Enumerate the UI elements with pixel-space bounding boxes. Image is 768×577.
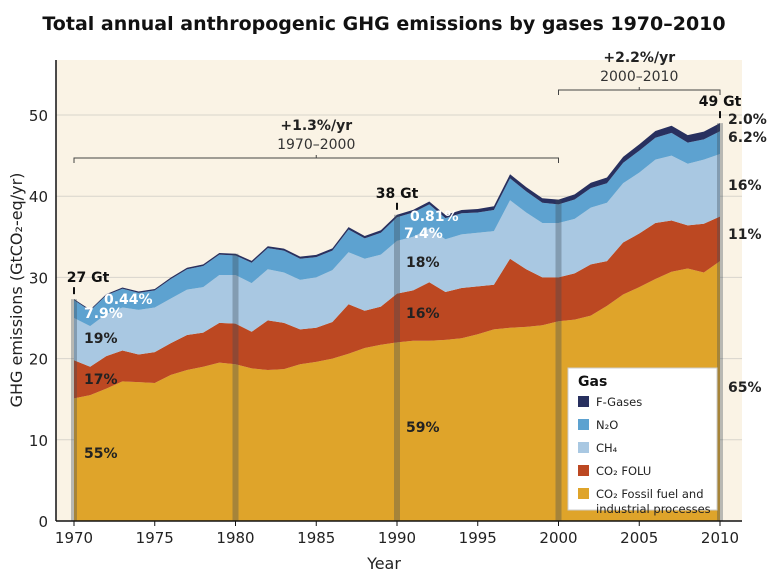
x-axis-label: Year: [366, 554, 401, 573]
legend-swatch: [578, 488, 589, 499]
y-tick-label: 0: [38, 513, 48, 531]
area-f-gases: [74, 123, 720, 311]
share-label: 59%: [406, 420, 440, 436]
share-label: 6.2%: [728, 130, 767, 146]
share-label: 0.44%: [104, 292, 153, 308]
x-tick-label: 1975: [136, 529, 174, 547]
y-tick-label: 20: [29, 351, 48, 369]
total-label: 27 Gt: [67, 270, 110, 286]
share-label: 18%: [406, 255, 440, 271]
x-tick-label: 2000: [539, 529, 577, 547]
legend-swatch: [578, 396, 589, 407]
growth-bracket: [558, 87, 721, 95]
legend-label: CO₂ Fossil fuel and: [596, 487, 704, 501]
y-tick-label: 10: [29, 432, 48, 450]
share-label: 16%: [728, 178, 762, 194]
legend-label: industrial processes: [596, 502, 711, 516]
y-tick-label: 30: [29, 269, 48, 287]
x-tick-label: 1990: [378, 529, 416, 547]
x-tick-label: 1980: [216, 529, 254, 547]
x-tick-label: 2005: [620, 529, 658, 547]
legend-swatch: [578, 419, 589, 430]
legend-box: [567, 367, 718, 511]
y-axis-label: GHG emissions (GtCO₂-eq/yr): [7, 173, 26, 408]
year-highlight-bar: [717, 123, 723, 522]
growth-bracket: [73, 155, 559, 163]
x-tick-label: 1995: [459, 529, 497, 547]
year-highlight-bar: [394, 214, 400, 521]
area-n-o: [74, 131, 720, 327]
share-label: 2.0%: [728, 112, 767, 128]
share-label: 17%: [84, 372, 118, 388]
share-label: 0.81%: [410, 209, 459, 225]
share-label: 7.9%: [84, 306, 123, 322]
share-label: 7.4%: [404, 226, 443, 242]
legend-swatch: [578, 442, 589, 453]
share-label: 19%: [84, 331, 118, 347]
year-highlight-bar: [232, 253, 239, 521]
legend-title: Gas: [578, 374, 607, 390]
area-co-fossil-fuel-and-industrial-processes: [74, 261, 720, 521]
legend-label: CH₄: [596, 441, 618, 455]
share-label: 11%: [728, 227, 762, 243]
legend-label: F-Gases: [596, 395, 642, 409]
share-label: 55%: [84, 446, 118, 462]
y-tick-label: 40: [29, 188, 48, 206]
total-label: 49 Gt: [699, 94, 742, 110]
chart-title: Total annual anthropogenic GHG emissions…: [42, 13, 725, 35]
growth-period-label: 2000–2010: [600, 69, 678, 85]
share-label: 16%: [406, 306, 440, 322]
x-tick-label: 1970: [55, 529, 93, 547]
x-tick-label: 1985: [297, 529, 335, 547]
area-ch-: [74, 153, 720, 367]
year-highlight-bar: [71, 299, 77, 521]
y-tick-label: 50: [29, 107, 48, 125]
x-tick-label: 2010: [701, 529, 739, 547]
legend-label: CO₂ FOLU: [596, 464, 651, 478]
year-highlight-bar: [555, 199, 562, 521]
total-label: 38 Gt: [376, 186, 419, 202]
legend-swatch: [578, 465, 589, 476]
legend-label: N₂O: [596, 418, 618, 432]
growth-rate-label: +2.2%/yr: [603, 50, 675, 66]
area-co-folu: [74, 216, 720, 399]
growth-rate-label: +1.3%/yr: [280, 118, 352, 134]
growth-period-label: 1970–2000: [277, 137, 355, 153]
share-label: 65%: [728, 380, 762, 396]
